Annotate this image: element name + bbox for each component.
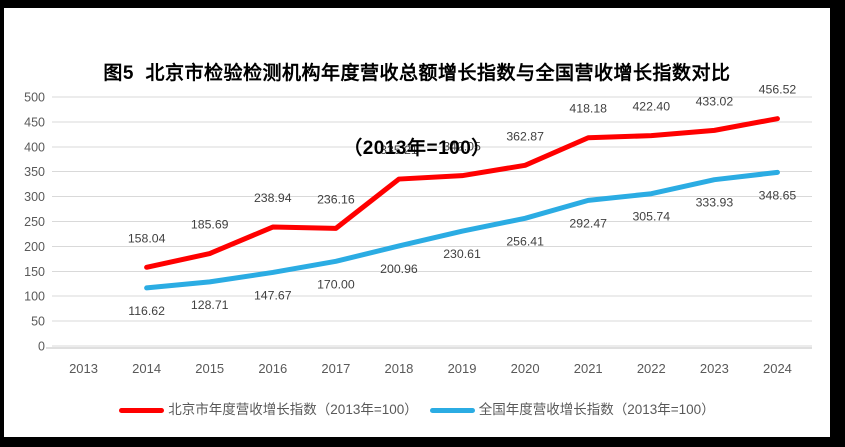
y-axis-tick-label: 450 [24, 115, 45, 129]
legend-label-beijing: 北京市年度营收增长指数（2013年=100） [168, 402, 418, 417]
data-label: 147.67 [254, 288, 292, 302]
series-line-1[interactable] [144, 169, 780, 291]
data-label: 185.69 [191, 218, 229, 232]
x-axis-tick-label: 2022 [637, 361, 666, 376]
data-label: 170.00 [317, 277, 355, 291]
x-axis-tick-label: 2017 [321, 361, 350, 376]
data-label: 335.21 [380, 143, 418, 157]
data-label: 200.96 [380, 262, 418, 276]
data-label: 236.16 [317, 192, 355, 206]
chart-title: 图5 北京市检验检测机构年度营收总额增长指数与全国营收增长指数对比 （2013年… [4, 11, 830, 211]
legend-item-national[interactable]: 全国年度营收增长指数（2013年=100） [429, 401, 715, 419]
data-label: 422.40 [632, 100, 670, 114]
data-label: 418.18 [569, 102, 607, 116]
data-label: 342.05 [443, 140, 481, 154]
frame-border-top [0, 0, 845, 8]
data-label: 305.74 [632, 210, 670, 224]
y-axis-tick-label: 100 [24, 290, 45, 304]
x-axis-tick-label: 2013 [69, 361, 98, 376]
chart-title-line2: （2013年=100） [343, 138, 491, 159]
y-axis-tick-label: 250 [24, 215, 45, 229]
data-label: 238.94 [254, 191, 292, 205]
legend-swatch-national-icon [429, 407, 475, 413]
y-axis-tick-label: 500 [24, 91, 45, 105]
legend: 北京市年度营收增长指数（2013年=100） 全国年度营收增长指数（2013年=… [4, 401, 830, 419]
y-axis-tick-label: 150 [24, 265, 45, 279]
x-axis-tick-label: 2014 [132, 361, 161, 376]
data-label: 348.65 [759, 188, 797, 202]
legend-item-beijing[interactable]: 北京市年度营收增长指数（2013年=100） [119, 401, 418, 419]
y-axis-tick-label: 350 [24, 165, 45, 179]
frame-border-left [0, 0, 4, 447]
frame-border-bottom [0, 437, 845, 447]
data-label: 128.71 [191, 298, 229, 312]
data-label: 362.87 [506, 129, 544, 143]
x-axis-tick-label: 2015 [195, 361, 224, 376]
x-axis-tick-label: 2023 [700, 361, 729, 376]
y-axis-tick-label: 0 [38, 340, 45, 354]
chart-title-line1: 图5 北京市检验检测机构年度营收总额增长指数与全国营收增长指数对比 [103, 63, 731, 84]
data-label: 158.04 [128, 231, 166, 245]
data-label: 230.61 [443, 247, 481, 261]
x-axis-tick-label: 2016 [258, 361, 287, 376]
y-axis-tick-label: 200 [24, 240, 45, 254]
data-label: 456.52 [759, 83, 797, 97]
data-label: 292.47 [569, 216, 607, 230]
x-axis-tick-label: 2018 [384, 361, 413, 376]
legend-label-national: 全国年度营收增长指数（2013年=100） [478, 402, 715, 417]
frame-border-right [830, 0, 845, 447]
series-line-0[interactable] [144, 116, 780, 270]
data-label: 433.02 [696, 94, 734, 108]
y-axis-tick-label: 50 [31, 315, 45, 329]
x-axis-tick-label: 2020 [511, 361, 540, 376]
legend-swatch-beijing-icon [119, 407, 165, 413]
y-axis-tick-label: 300 [24, 190, 45, 204]
data-label: 256.41 [506, 234, 544, 248]
y-axis-tick-label: 400 [24, 140, 45, 154]
data-label: 116.62 [128, 304, 165, 318]
x-axis-tick-label: 2024 [763, 361, 792, 376]
x-axis-tick-label: 2021 [574, 361, 603, 376]
x-axis-tick-label: 2019 [448, 361, 477, 376]
data-label: 333.93 [696, 196, 734, 210]
